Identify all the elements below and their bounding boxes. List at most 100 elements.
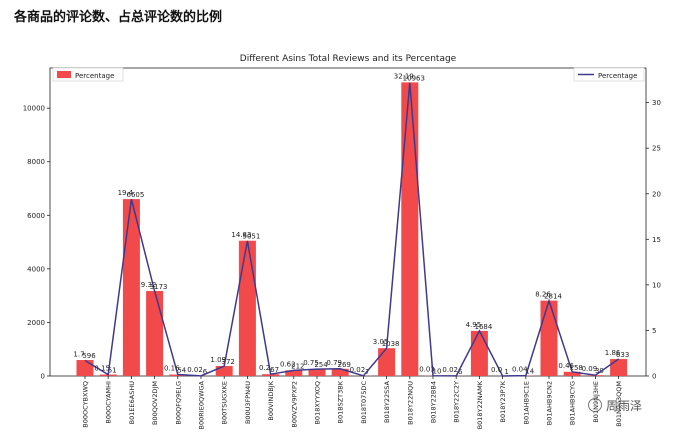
line-value-label: 4.95 xyxy=(466,321,482,329)
legend-left: Percentage xyxy=(52,67,124,82)
x-category-label: B00VINDBJK xyxy=(267,380,275,420)
bar xyxy=(238,240,256,376)
x-category-label: B00TSUGXKE xyxy=(221,381,229,424)
line-value-label: 0.46 xyxy=(558,362,574,370)
x-category-label: B01BSZT3BK xyxy=(337,380,345,423)
bar-value-label: 67 xyxy=(270,366,279,374)
right-tick-label: 10 xyxy=(652,281,661,289)
left-tick-label: 2000 xyxy=(27,319,45,327)
x-category-label: B01N9o3QQM xyxy=(615,381,623,427)
x-category-label: B018T075DC xyxy=(360,381,368,424)
x-category-label: B01AHB9C1E xyxy=(522,381,530,424)
x-category-label: B00U3FPN4U xyxy=(244,381,252,424)
legend-right-label: Percentage xyxy=(598,72,637,80)
left-tick-label: 6000 xyxy=(27,212,45,220)
bar-value-label: 6 xyxy=(458,368,463,376)
line-value-label: 0.15 xyxy=(94,365,110,373)
x-category-label: B00OCYAMHI xyxy=(105,381,113,424)
right-tick-label: 25 xyxy=(652,145,661,153)
right-tick-label: 20 xyxy=(652,190,661,198)
legend-left-label: Percentage xyxy=(75,72,114,80)
percentage-line xyxy=(84,82,620,377)
bar xyxy=(146,291,164,376)
watermark: 周雨泽 xyxy=(588,397,642,414)
left-tick-label: 10000 xyxy=(23,105,45,113)
line-value-label: 0.09 xyxy=(582,365,598,373)
bar xyxy=(76,360,94,376)
bar-value-label: 596 xyxy=(82,352,96,360)
bar xyxy=(470,330,488,376)
line-value-label: 1.7 xyxy=(73,351,84,359)
bar-value-label: 10 xyxy=(433,368,442,376)
bar xyxy=(610,359,628,376)
right-tick-label: 5 xyxy=(652,327,656,335)
line-value-label: 3.05 xyxy=(373,338,389,346)
x-category-label: B00RIE0QWGA xyxy=(198,380,206,429)
bar xyxy=(285,370,303,376)
bar-value-label: 2814 xyxy=(544,293,562,301)
watermark-icon xyxy=(588,398,602,412)
bar-value-label: 212 xyxy=(291,362,304,370)
line-value-label: 14.83 xyxy=(231,231,251,239)
legend-right: Percentage xyxy=(573,67,645,82)
x-category-label: B018Y23P7K xyxy=(499,380,507,422)
bar-value-label: 54 xyxy=(177,367,186,375)
bar-value-label: 254 xyxy=(314,361,328,369)
x-category-label: B00QFQ9ELG xyxy=(174,381,182,425)
line-value-label: 0.62 xyxy=(280,360,296,368)
line-value-label: 0.0 xyxy=(491,366,502,374)
bar-value-label: 1 xyxy=(504,368,508,376)
line-value-label: 32.19 xyxy=(394,73,414,81)
bar-value-label: 30 xyxy=(595,367,604,375)
bar xyxy=(401,82,419,376)
bar xyxy=(262,374,280,376)
bar-value-label: 5051 xyxy=(242,233,260,241)
line-value-label: 0.02 xyxy=(442,366,458,374)
legend-left-swatch xyxy=(57,71,71,78)
bar-value-label: 633 xyxy=(616,351,629,359)
bar-value-label: 1038 xyxy=(382,340,400,348)
x-category-label: B018Y22BB4 xyxy=(430,381,438,423)
right-tick-label: 0 xyxy=(652,373,656,381)
x-category-label: B00QOV2DJM xyxy=(151,381,159,425)
bar xyxy=(122,199,140,376)
line-value-label: 1.09 xyxy=(210,356,226,364)
bar-value-label: 51 xyxy=(108,367,117,375)
chart-title: Different Asins Total Reviews and its Pe… xyxy=(240,54,457,64)
page-heading: 各商品的评论数、占总评论数的比例 xyxy=(14,10,223,25)
line-value-label: 0.03 xyxy=(419,366,435,374)
line-value-label: 9.32 xyxy=(141,281,157,289)
bar-value-label: 6 xyxy=(203,368,208,376)
bar-value-label: 14 xyxy=(525,368,534,376)
x-category-label: B018Y22NQU xyxy=(406,381,414,425)
bar xyxy=(540,300,558,376)
line-value-label: 0.2 xyxy=(259,364,270,372)
line-value-label: 0.16 xyxy=(164,365,180,373)
x-category-label: B01AHB9CYG xyxy=(569,381,577,425)
line-value-label: 0.75 xyxy=(303,359,319,367)
x-category-label: B01AHB9CN2 xyxy=(546,381,554,425)
line-value-label: 1.86 xyxy=(605,349,621,357)
line-value-label: 8.26 xyxy=(535,291,551,299)
line-value-label: 0.79 xyxy=(326,359,342,367)
x-category-label: B00OCYBXWQ xyxy=(82,381,90,428)
bar-value-label: 372 xyxy=(222,358,235,366)
x-category-label: B018Y22C2Y xyxy=(453,381,461,423)
left-tick-label: 4000 xyxy=(27,265,45,273)
bar xyxy=(331,368,349,376)
left-tick-label: 8000 xyxy=(27,158,45,166)
x-category-label: B01EE6ASHU xyxy=(128,381,136,425)
bar-value-label: 6605 xyxy=(126,191,144,199)
right-tick-label: 15 xyxy=(652,236,661,244)
bar-value-label: 269 xyxy=(338,361,351,369)
line-value-label: 19.4 xyxy=(118,189,134,197)
line-value-label: 0.02 xyxy=(350,366,366,374)
bar xyxy=(308,369,326,376)
bar-value-label: 10963 xyxy=(403,74,425,82)
left-tick-label: 0 xyxy=(41,373,45,381)
bar-value-label: 3173 xyxy=(150,283,168,291)
x-category-label: B00VZV9PXP2 xyxy=(290,381,298,428)
line-value-label: 0.02 xyxy=(187,366,203,374)
bar-value-label: 1684 xyxy=(474,323,492,331)
